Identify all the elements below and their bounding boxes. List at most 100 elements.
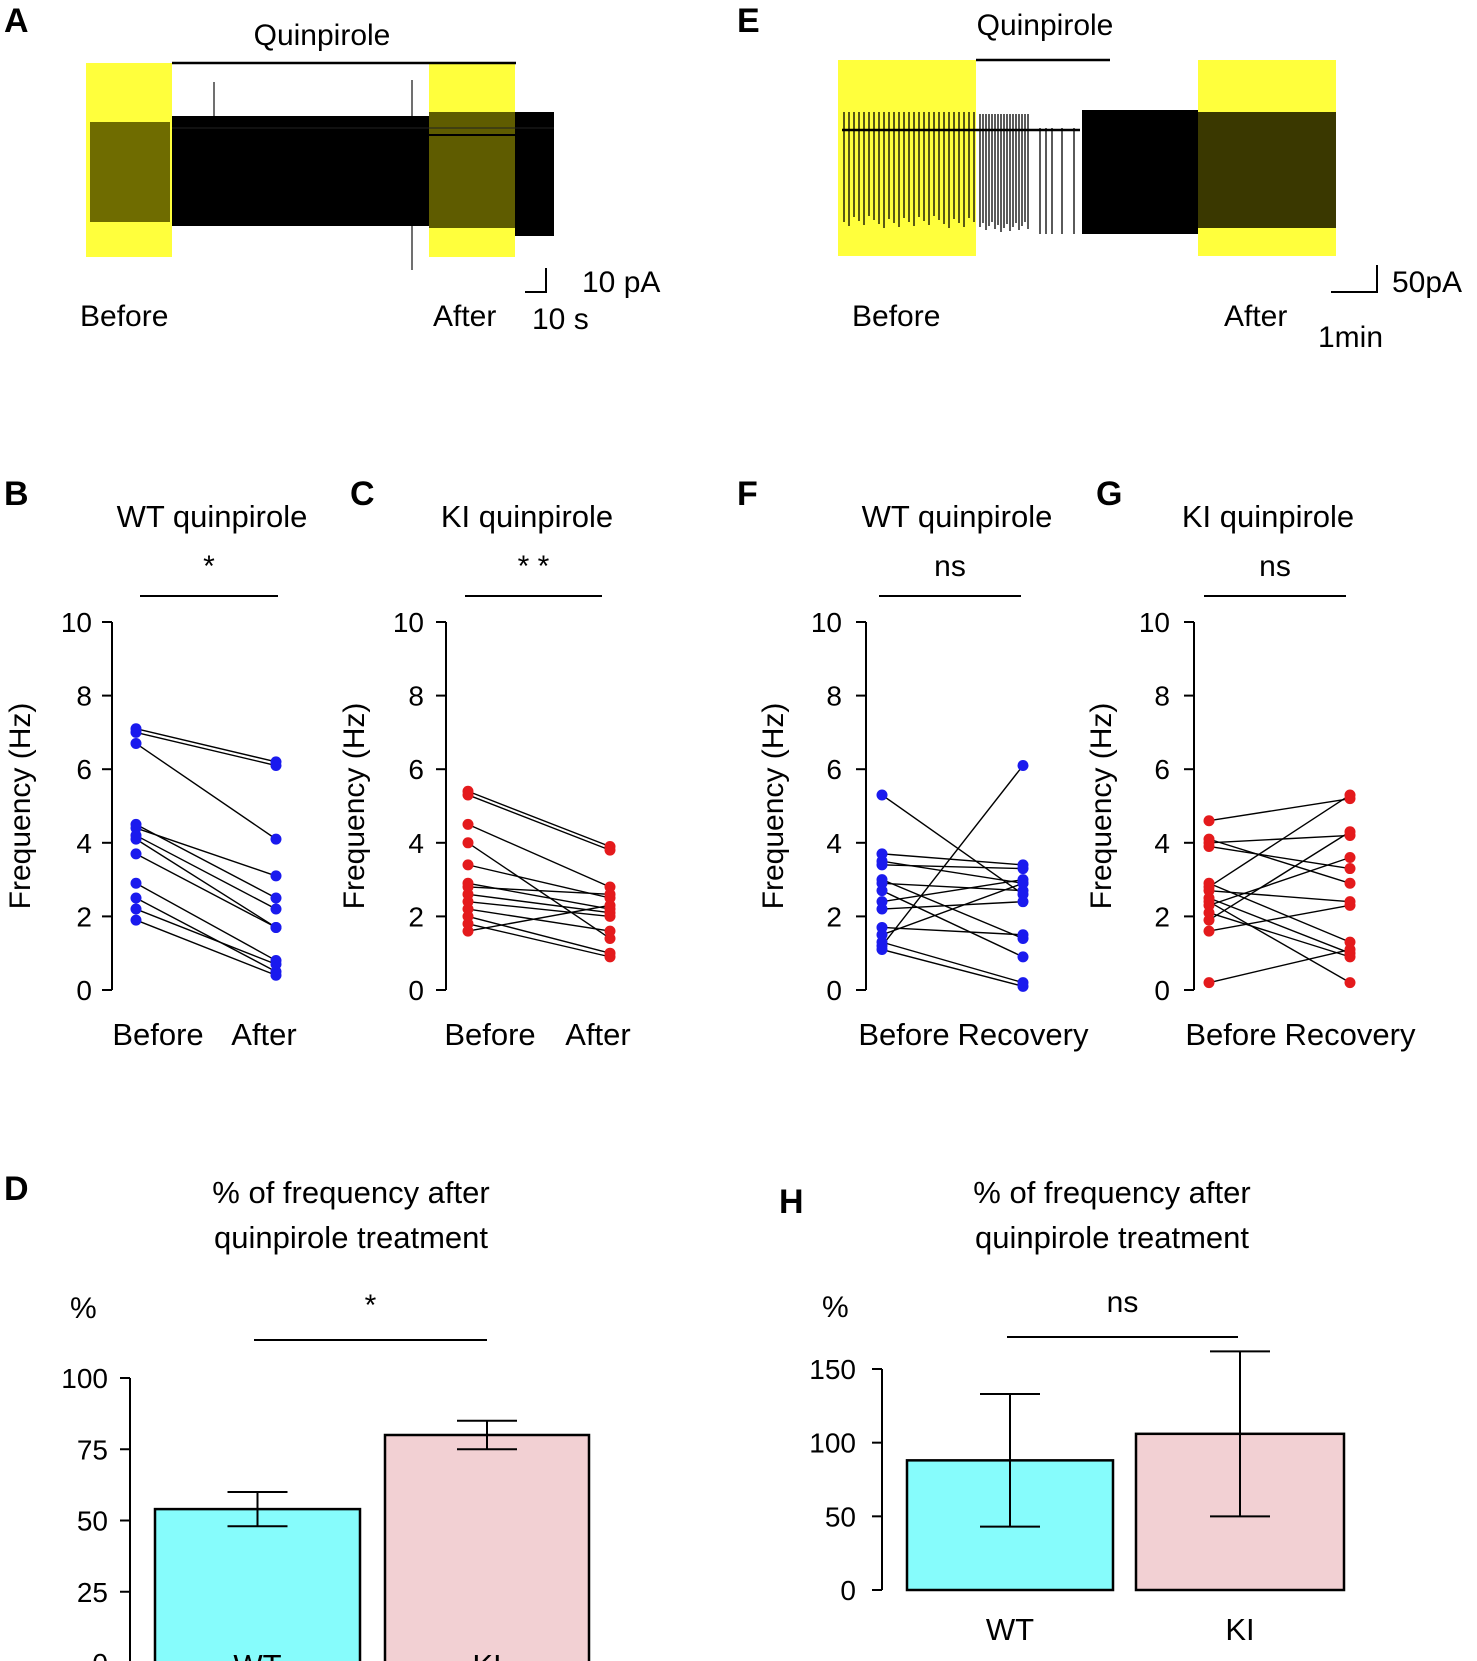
y-tick-label: 2 (408, 901, 424, 932)
y-tick-label: 10 (811, 607, 842, 638)
data-point-before (130, 737, 142, 749)
y-tick-label: 10 (1139, 607, 1170, 638)
pair-line (881, 860, 1024, 884)
pair-line (467, 882, 611, 910)
chart-h: % of frequency after quinpirole treatment… (809, 1175, 1346, 1647)
pair-line (881, 890, 1024, 958)
y-tick-label: 8 (76, 681, 92, 712)
data-point-after (1344, 789, 1356, 801)
y-axis-label: Frequency (Hz) (757, 703, 790, 910)
pair-line (135, 853, 277, 929)
y-tick-label: 4 (1154, 828, 1170, 859)
data-point-after (270, 958, 282, 970)
pair-line (881, 948, 1024, 987)
x-category-label: Before (858, 1017, 949, 1052)
after-label-e: After (1224, 300, 1287, 333)
y-tick-label: 25 (77, 1577, 108, 1608)
y-tick-label: 0 (76, 975, 92, 1006)
data-point-before (1203, 840, 1215, 852)
x-category-label: WT (986, 1612, 1034, 1647)
pair-line (467, 908, 611, 932)
scale-x-label-a: 10 s (532, 303, 589, 336)
after-label-a: After (433, 300, 496, 333)
chart-title: % of frequency after (212, 1175, 489, 1210)
y-tick-label: 150 (809, 1354, 856, 1385)
highlight-before-e (838, 60, 976, 256)
pair-line (135, 827, 277, 877)
data-point-before (130, 877, 142, 889)
panel-label-e: E (737, 2, 760, 40)
chart-title: KI quinpirole (1182, 499, 1354, 534)
trace-segment (1198, 112, 1336, 228)
pair-line (135, 728, 277, 763)
data-point-before (130, 848, 142, 860)
panel-d: D % of frequency after quinpirole treatme… (4, 1170, 591, 1661)
pair-line (1208, 904, 1351, 932)
y-tick-label: 2 (1154, 901, 1170, 932)
y-tick-label: 8 (826, 681, 842, 712)
panel-e: E Quinpirole Before After 50pA 1min (737, 2, 1462, 354)
data-point-before (130, 833, 142, 845)
bar-ki (383, 1433, 591, 1661)
data-point-before (130, 914, 142, 926)
data-point-after (1344, 944, 1356, 956)
data-point-before (1203, 896, 1215, 908)
data-point-after (1017, 896, 1029, 908)
scale-y-label-a: 10 pA (582, 266, 660, 299)
pair-line (135, 919, 277, 976)
data-point-after (604, 844, 616, 856)
chart-b: WT quinpirole * 0 2 4 6 8 10 Frequency (Hz) Befor… (4, 499, 307, 1052)
data-point-after (1344, 899, 1356, 911)
y-axis-label: % (822, 1291, 849, 1324)
data-point-after (1017, 863, 1029, 875)
data-point-before (876, 944, 888, 956)
trace-segment (172, 116, 429, 226)
y-tick-label: 6 (408, 754, 424, 785)
chart-title: quinpirole treatment (975, 1220, 1249, 1255)
y-tick-label: 50 (825, 1501, 856, 1532)
data-point-after (270, 760, 282, 772)
pair-line (1208, 856, 1351, 907)
data-point-before (1203, 914, 1215, 926)
panel-label-c: C (350, 475, 375, 513)
y-tick-label: 75 (77, 1434, 108, 1465)
data-point-before (130, 903, 142, 915)
bar-wt (153, 1507, 362, 1661)
data-point-after (270, 921, 282, 933)
data-point-after (604, 899, 616, 911)
y-tick-label: 2 (76, 901, 92, 932)
trace-segment (90, 122, 170, 222)
data-point-after (1017, 980, 1029, 992)
trace-segment (515, 112, 554, 236)
chart-title: quinpirole treatment (214, 1220, 488, 1255)
panel-f: F WT quinpirole ns 0 2 4 6 8 10 Frequency (Hz) Be… (737, 475, 1089, 1052)
y-tick-label: 6 (1154, 754, 1170, 785)
chart-g: KI quinpirole ns 0 2 4 6 8 10 Frequency (Hz) Befo… (1085, 499, 1416, 1052)
significance-label: ns (1259, 550, 1291, 583)
pair-line (467, 900, 611, 918)
x-category-label: After (231, 1017, 296, 1052)
panel-label-b: B (4, 475, 29, 513)
pair-line (881, 926, 1024, 936)
pair-line (467, 915, 611, 954)
pair-line (467, 790, 611, 848)
chart-d: % of frequency after quinpirole treatment… (61, 1175, 591, 1661)
before-label-e: Before (852, 300, 940, 333)
x-category-label: Recovery (1285, 1017, 1416, 1052)
pair-line (1208, 831, 1351, 921)
pair-line (1208, 889, 1351, 903)
pair-line (467, 923, 611, 958)
panel-label-d: D (4, 1170, 29, 1208)
pair-line (1208, 948, 1351, 984)
data-point-after (604, 910, 616, 922)
pair-line (135, 908, 277, 965)
x-category-label: Recovery (958, 1017, 1089, 1052)
pair-line (135, 838, 277, 929)
chart-title: WT quinpirole (117, 499, 308, 534)
panel-label-g: G (1096, 475, 1122, 513)
y-tick-label: 10 (393, 607, 424, 638)
data-point-before (462, 859, 474, 871)
pair-line (1208, 797, 1351, 822)
y-tick-label: 4 (408, 828, 424, 859)
